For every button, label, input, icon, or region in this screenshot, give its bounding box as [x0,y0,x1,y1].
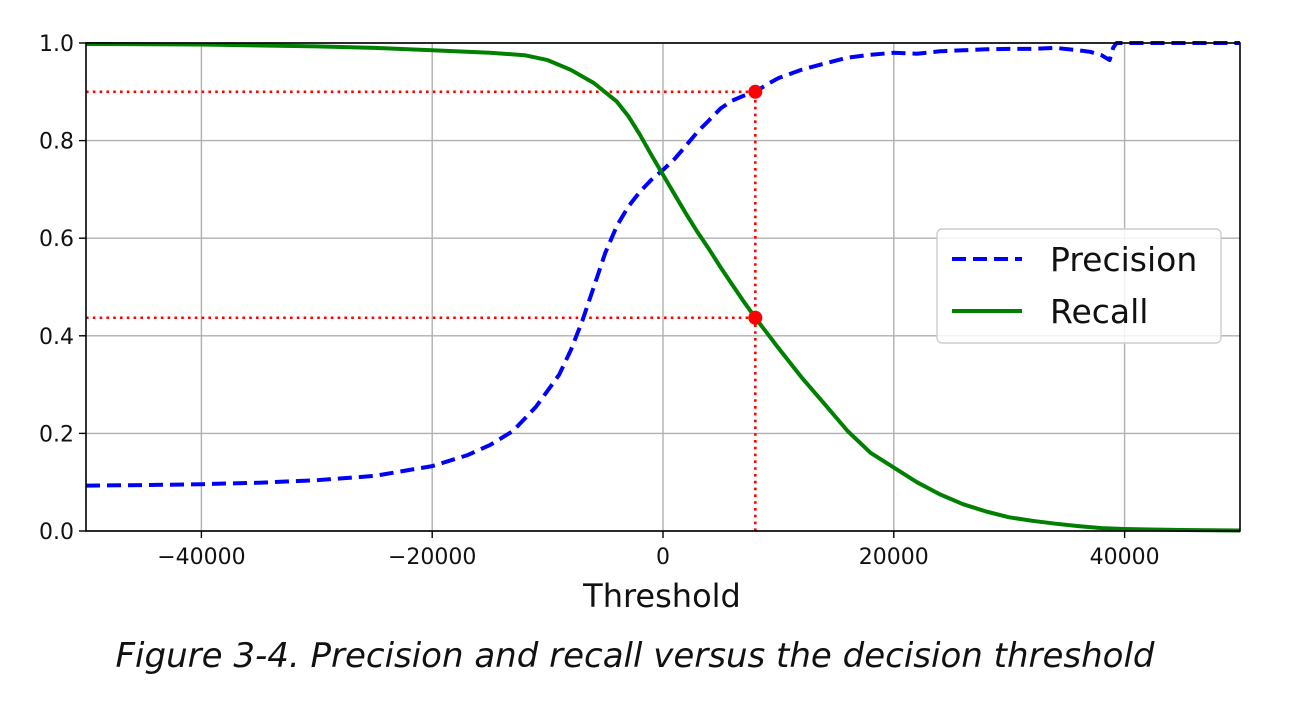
legend: Precision Recall [936,228,1222,344]
precision-line [85,41,1240,488]
x-axis-label: Threshold [582,577,741,615]
x-tick-label: −20000 [388,545,476,570]
x-tick-label: −40000 [157,545,245,570]
y-tick-label: 0.8 [39,130,74,155]
threshold-marker [748,84,763,99]
recall-legend-label: Recall [1050,292,1148,331]
series-lines [85,41,1241,533]
threshold-marker [748,310,763,325]
y-tick-label: 0.2 [39,422,74,447]
y-tick-label: 0.0 [39,520,74,545]
y-tick-label: 0.6 [39,227,74,252]
threshold-markers [748,84,763,325]
axis-ticks: −40000 −20000 0 20000 40000 0.0 0.2 0.4 0.6 0.8 1.… [39,32,1160,570]
x-tick-label: 0 [656,545,670,570]
figure-caption: Figure 3-4. Precision and recall versus … [115,636,1155,676]
y-tick-label: 0.4 [39,325,74,350]
x-tick-label: 40000 [1090,545,1160,570]
recall-line [85,42,1241,533]
x-tick-label: 20000 [859,545,929,570]
precision-legend-label: Precision [1050,240,1197,279]
precision-recall-chart: −40000 −20000 0 20000 40000 0.0 0.2 0.4 0.6 0.8 1.… [39,32,1241,615]
y-tick-label: 1.0 [39,32,74,57]
